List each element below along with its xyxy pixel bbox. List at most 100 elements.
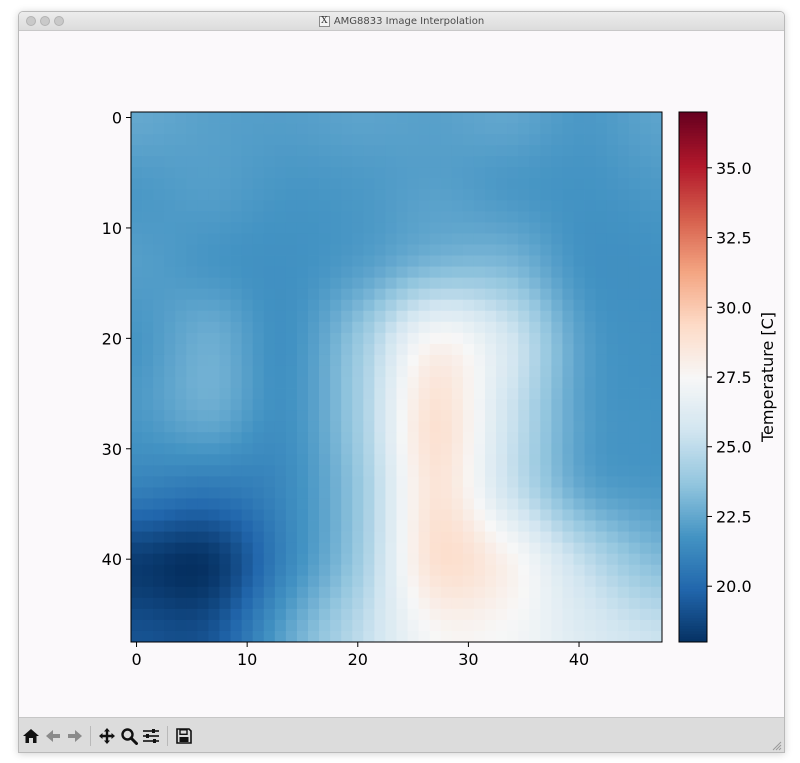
heatmap-cell xyxy=(540,354,552,367)
resize-grip-icon[interactable] xyxy=(772,741,782,751)
heatmap-cell xyxy=(507,134,519,146)
heatmap-cell xyxy=(164,321,176,334)
heatmap-cell xyxy=(341,443,353,455)
heatmap-cell xyxy=(418,553,431,566)
heatmap-cell xyxy=(485,244,497,256)
heatmap-cell xyxy=(462,365,475,378)
heatmap-cell xyxy=(473,377,486,389)
heatmap-cell xyxy=(252,178,265,190)
heatmap-cell xyxy=(296,586,309,599)
heatmap-cell xyxy=(617,167,630,179)
heatmap-cell xyxy=(518,189,530,201)
heatmap-cell xyxy=(285,487,298,499)
forward-button[interactable] xyxy=(65,726,85,746)
heatmap-cell xyxy=(285,332,298,345)
heatmap-cell xyxy=(584,399,597,411)
heatmap-cell xyxy=(230,509,243,521)
heatmap-cell xyxy=(186,365,198,378)
close-window-button[interactable] xyxy=(26,16,36,26)
heatmap-cell xyxy=(518,288,530,301)
heatmap-cell xyxy=(374,244,386,256)
heatmap-cell xyxy=(142,134,154,146)
heatmap-cell xyxy=(551,156,563,168)
heatmap-cell xyxy=(197,244,209,256)
heatmap-cell xyxy=(496,244,508,256)
heatmap-cell xyxy=(352,454,364,466)
heatmap-cell xyxy=(241,123,254,135)
move-icon xyxy=(99,728,115,744)
zoom-window-button[interactable] xyxy=(54,16,64,26)
floppy-disk-icon xyxy=(176,728,192,744)
heatmap-cell xyxy=(197,354,209,367)
heatmap-cell xyxy=(485,321,497,334)
colorbar-band xyxy=(679,273,707,277)
heatmap-cell xyxy=(418,421,431,433)
heatmap-cell xyxy=(418,178,431,190)
heatmap-cell xyxy=(496,123,508,135)
heatmap-cell xyxy=(142,553,154,566)
heatmap-cell xyxy=(208,487,220,499)
colorbar-band xyxy=(679,313,707,317)
heatmap-cell xyxy=(462,421,475,433)
heatmap-cell xyxy=(230,266,243,279)
heatmap-cell xyxy=(330,200,342,212)
heatmap-cell xyxy=(285,432,298,444)
heatmap-cell xyxy=(473,586,486,599)
zoom-button[interactable] xyxy=(119,726,139,746)
heatmap-cell xyxy=(197,343,209,356)
heatmap-cell xyxy=(485,531,497,544)
heatmap-cell xyxy=(385,178,397,190)
heatmap-cell xyxy=(529,189,541,201)
heatmap-cell xyxy=(241,288,254,301)
heatmap-cell xyxy=(175,321,187,334)
heatmap-cell xyxy=(142,343,154,356)
heatmap-cell xyxy=(595,233,608,245)
heatmap-cell xyxy=(385,299,397,312)
colorbar-band xyxy=(679,194,707,198)
heatmap-cell xyxy=(319,421,331,433)
pan-button[interactable] xyxy=(97,726,117,746)
heatmap-cell xyxy=(407,299,420,312)
heatmap-cell xyxy=(518,123,530,135)
heatmap-cell xyxy=(241,233,254,245)
heatmap-cell xyxy=(131,531,143,544)
minimize-window-button[interactable] xyxy=(40,16,50,26)
heatmap-cell xyxy=(496,277,508,290)
heatmap-cell xyxy=(252,597,265,610)
heatmap-cell xyxy=(319,531,331,544)
heatmap-cell xyxy=(407,410,420,422)
heatmap-cell xyxy=(496,189,508,201)
heatmap-cell xyxy=(496,487,508,499)
heatmap-cell xyxy=(628,255,641,267)
heatmap-cell xyxy=(396,178,408,190)
heatmap-cell xyxy=(230,498,243,510)
heatmap-cell xyxy=(584,630,597,643)
heatmap-cell xyxy=(518,321,530,334)
configure-subplots-button[interactable] xyxy=(141,726,161,746)
heatmap-cell xyxy=(219,277,231,290)
heatmap-cell xyxy=(540,608,552,621)
save-button[interactable] xyxy=(174,726,194,746)
heatmap-cell xyxy=(241,134,254,146)
colorbar-band xyxy=(679,178,707,182)
heatmap-cell xyxy=(584,586,597,599)
heatmap-cell xyxy=(363,443,375,455)
heatmap-cell xyxy=(285,299,298,312)
heatmap-cell xyxy=(529,377,541,389)
colorbar-band xyxy=(679,175,707,179)
heatmap-cell xyxy=(485,134,497,146)
heatmap-cell xyxy=(628,123,641,135)
heatmap-cell xyxy=(341,178,353,190)
x-tick-label: 10 xyxy=(237,650,257,669)
heatmap-cell xyxy=(230,332,243,345)
heatmap-cell xyxy=(429,244,442,256)
heatmap-cell xyxy=(628,178,641,190)
back-button[interactable] xyxy=(43,726,63,746)
colorbar-band xyxy=(679,265,707,269)
heatmap-cell xyxy=(131,321,143,334)
heatmap-cell xyxy=(219,454,231,466)
heatmap-cell xyxy=(617,255,630,267)
home-button[interactable] xyxy=(21,726,41,746)
heatmap-cell xyxy=(396,531,408,544)
